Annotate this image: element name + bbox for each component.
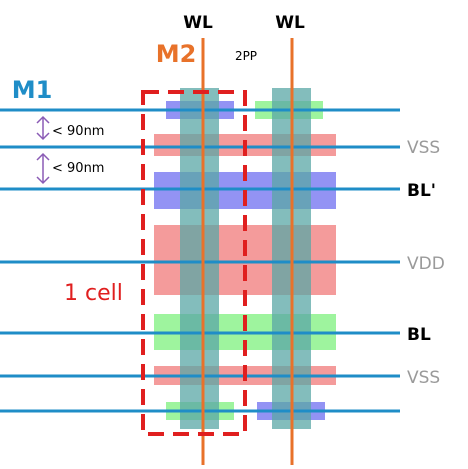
spacing-arrow-top — [36, 115, 50, 141]
spacing-label-top: < 90nm — [52, 124, 104, 139]
wl-left-label: WL — [183, 13, 213, 33]
pp-label: 2PP — [235, 49, 257, 63]
cell-label: 1 cell — [64, 281, 123, 306]
bl-prime-label: BL' — [407, 181, 436, 201]
m1-lines — [0, 108, 400, 413]
spacing-arrows — [36, 115, 50, 185]
wl-right-label: WL — [275, 13, 305, 33]
m2-label: M2 — [156, 40, 197, 68]
m2-lines — [201, 38, 294, 465]
spacing-arrow-second — [36, 152, 50, 185]
gate-column-left — [180, 88, 219, 429]
cell-boundary — [141, 90, 247, 436]
bl-label: BL — [407, 325, 431, 345]
vss-top-label: VSS — [407, 138, 440, 158]
vdd-label: VDD — [407, 254, 445, 274]
vss-bottom-label: VSS — [407, 368, 440, 388]
labels: WL WL M2 2PP M1 < 90nm < 90nm 1 cell VSS… — [12, 13, 445, 388]
spacing-label-second: < 90nm — [52, 161, 104, 176]
m1-label: M1 — [12, 76, 53, 104]
